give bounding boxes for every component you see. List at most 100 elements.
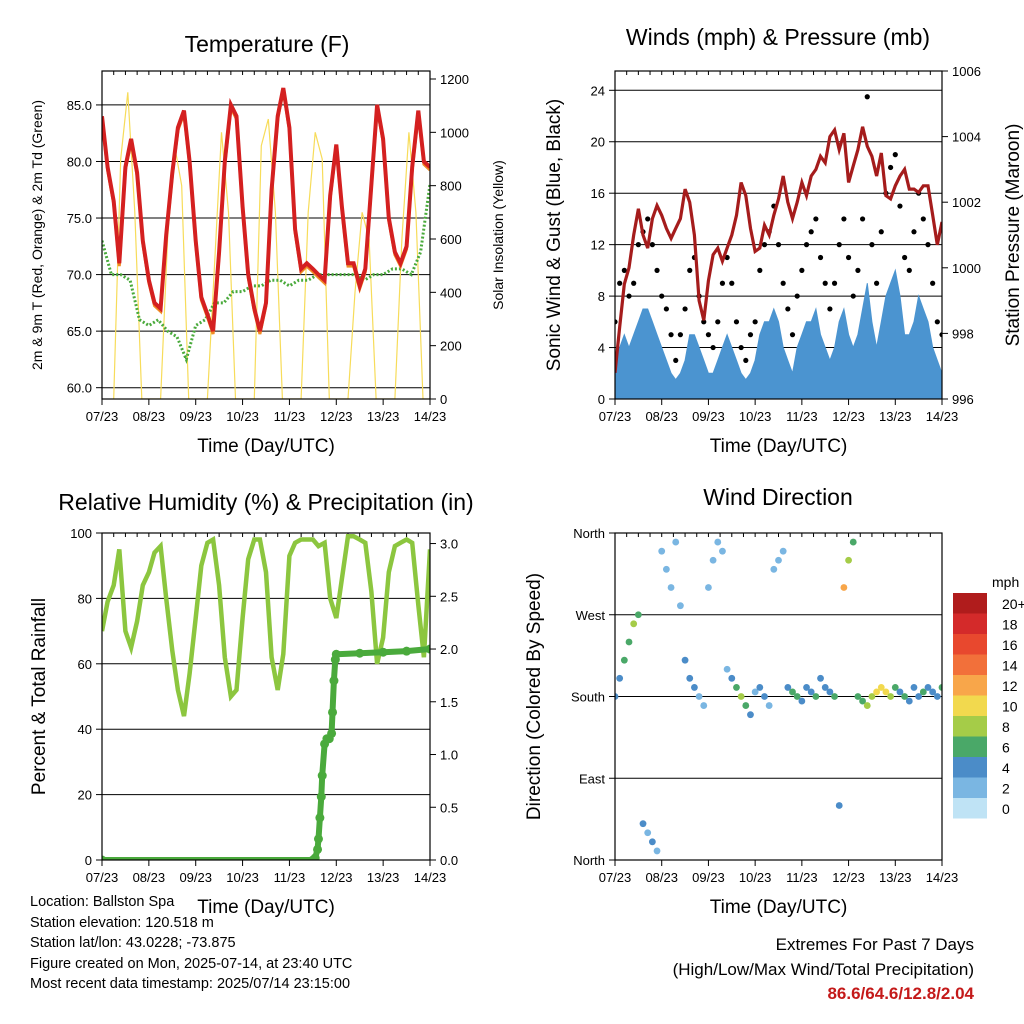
- colorbar-swatch: [953, 757, 987, 778]
- direction-point: [616, 674, 624, 682]
- plot-area: [615, 538, 942, 855]
- gust-point: [836, 242, 842, 248]
- direction-point: [817, 674, 824, 682]
- colorbar-swatch: [953, 675, 987, 696]
- gust-point: [813, 216, 819, 222]
- y-tick-label: 0: [85, 853, 92, 868]
- chart-title: Relative Humidity (%) & Precipitation (i…: [58, 489, 473, 515]
- y-tick-label: 8: [598, 289, 605, 304]
- gust-point: [906, 267, 912, 273]
- direction-point: [686, 674, 694, 682]
- colorbar-label: 4: [1002, 760, 1010, 776]
- station-info: Location: Ballston Spa Station elevation…: [30, 892, 352, 995]
- direction-point: [789, 688, 796, 696]
- extremes-box: Extremes For Past 7 Days (High/Low/Max W…: [673, 933, 974, 1007]
- x-axis-label: Time (Day/UTC): [197, 897, 335, 918]
- direction-point: [849, 538, 857, 546]
- gust-point: [888, 164, 894, 171]
- x-tick-label: 07/23: [86, 870, 119, 885]
- colorbar-label: 14: [1002, 658, 1018, 674]
- x-tick-label: 10/23: [739, 870, 772, 885]
- y-tick-label: North: [573, 853, 605, 868]
- x-tick-label: 08/23: [645, 870, 678, 885]
- x-tick-label: 07/23: [599, 409, 632, 424]
- chart-panel-2: Winds (mph) & Pressure (mb) 0 4 8 12 16 20 24 99…: [544, 24, 1024, 457]
- precipitation-point: [316, 792, 326, 802]
- y2-tick-label: 2.5: [440, 589, 458, 604]
- gust-point: [615, 319, 618, 325]
- gust-point: [850, 293, 856, 299]
- direction-point: [784, 684, 792, 691]
- gust-point: [794, 293, 800, 299]
- direction-point: [877, 684, 885, 691]
- gust-point: [659, 293, 665, 299]
- x-tick-label: 13/23: [367, 409, 400, 424]
- speed-colorbar: mph 20+ 18 16 14 12 10 8 6 4 2 0: [953, 574, 1024, 819]
- direction-point: [933, 693, 941, 700]
- y-tick-label: 24: [591, 83, 605, 98]
- gust-point: [626, 293, 632, 299]
- direction-point: [891, 684, 899, 691]
- gust-point: [682, 306, 688, 312]
- x-tick-label: 09/23: [179, 870, 212, 885]
- gust-point: [789, 332, 796, 338]
- y-tick-label: North: [573, 526, 605, 541]
- colorbar-label: 12: [1002, 678, 1018, 694]
- gust-point: [654, 267, 660, 273]
- x-tick-label: 10/23: [226, 409, 259, 424]
- gust-point: [743, 357, 749, 364]
- y2-tick-label: 1.0: [440, 748, 458, 763]
- y-tick-label: 60: [78, 657, 92, 672]
- y-axis-label: Percent & Total Rainfall: [29, 598, 50, 795]
- plot-area: [615, 94, 942, 399]
- y-tick-label: 40: [78, 722, 92, 737]
- chart-panel-4: Wind Direction North East South West North 07/…: [524, 484, 1024, 918]
- direction-point: [625, 638, 633, 646]
- y2-tick-label: 996: [952, 392, 974, 407]
- gust-point: [841, 216, 847, 222]
- x-tick-label: 12/23: [832, 409, 865, 424]
- direction-point: [648, 838, 656, 846]
- colorbar-label: 8: [1002, 719, 1010, 735]
- gust-point: [687, 267, 693, 273]
- direction-point: [742, 702, 750, 709]
- gust-point: [864, 94, 870, 100]
- recent-data-text: Most recent data timestamp: 2025/07/14 2…: [30, 976, 351, 992]
- precipitation-point: [329, 676, 339, 686]
- colorbar-swatch: [953, 716, 987, 737]
- direction-point: [840, 584, 848, 591]
- gust-point: [897, 203, 903, 209]
- gust-point: [645, 216, 651, 222]
- created-text: Figure created on Mon, 2025-07-14, at 23…: [30, 955, 353, 972]
- colorbar-label: 16: [1002, 637, 1018, 653]
- direction-point: [695, 693, 703, 700]
- direction-point: [700, 702, 708, 709]
- direction-point: [756, 684, 764, 691]
- gust-point: [710, 344, 716, 351]
- gust-point: [920, 216, 926, 222]
- gust-point: [808, 229, 814, 235]
- gust-point: [649, 242, 655, 248]
- chart-panel-1: Temperature (F) 60.0 65.0 70.0 75.0 80.0 85.0 0…: [29, 31, 506, 457]
- chart-title: Temperature (F): [185, 31, 350, 57]
- colorbar-swatch: [953, 593, 987, 614]
- direction-point: [845, 556, 852, 564]
- plot-border: [101, 532, 431, 861]
- y-tick-label: 20: [591, 135, 605, 150]
- x-axis-label: Time (Day/UTC): [710, 436, 848, 457]
- direction-point: [658, 547, 666, 555]
- direction-point: [723, 665, 731, 673]
- direction-point: [821, 684, 829, 691]
- colorbar-swatch: [953, 695, 987, 716]
- direction-point: [747, 711, 754, 719]
- direction-point: [938, 684, 942, 691]
- chart-title: Winds (mph) & Pressure (mb): [626, 24, 930, 50]
- gust-point: [752, 319, 758, 325]
- x-tick-label: 09/23: [692, 870, 725, 885]
- x-tick-label: 11/23: [786, 870, 818, 885]
- x-tick-label: 07/23: [86, 409, 119, 424]
- gust-point: [859, 216, 866, 222]
- y-axis-label: 2m & 9m T (Red, Orange) & 2m Td (Green): [29, 100, 45, 370]
- x-tick-label: 14/23: [414, 870, 447, 885]
- precipitation-point: [315, 813, 325, 823]
